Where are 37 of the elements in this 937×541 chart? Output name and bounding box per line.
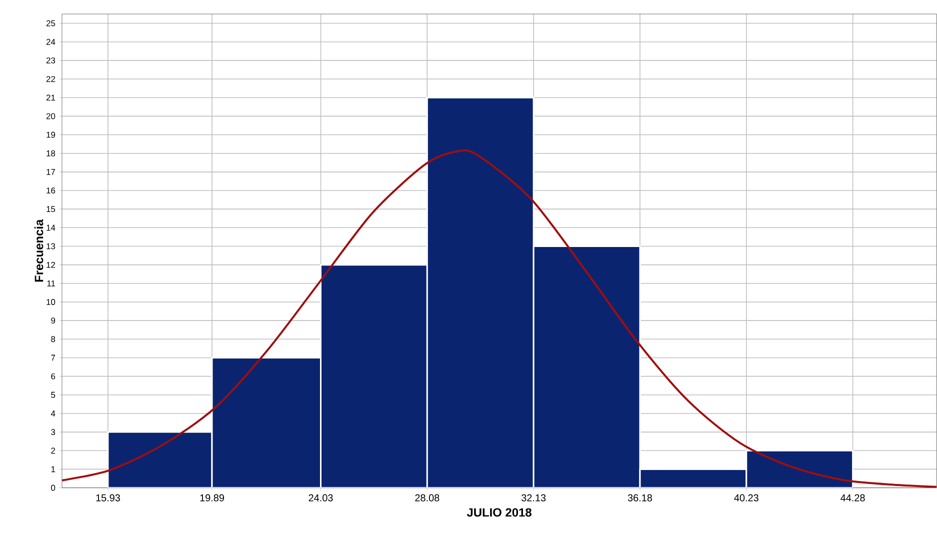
y-tick-label: 25 — [46, 20, 56, 26]
x-tick-label: 44.28 — [840, 494, 865, 502]
y-tick-label: 22 — [46, 76, 56, 82]
y-tick-label: 6 — [51, 373, 56, 380]
y-tick-label: 9 — [51, 318, 56, 324]
y-tick-label: 8 — [51, 336, 56, 342]
y-tick-label: 1 — [51, 466, 56, 472]
y-tick-label: 10 — [46, 299, 56, 306]
y-tick-label: 21 — [46, 94, 56, 101]
y-tick-label: 11 — [47, 280, 56, 286]
y-tick-label: 12 — [46, 262, 56, 268]
line-series — [62, 150, 937, 488]
y-tick-label: 15 — [46, 206, 56, 212]
y-tick-label: 13 — [46, 243, 56, 250]
y-tick-label: 3 — [51, 429, 56, 436]
x-tick-label: 19.89 — [200, 494, 224, 502]
y-tick-label: 23 — [46, 58, 56, 64]
y-tick-label: 24 — [46, 39, 56, 45]
y-tick-label: 14 — [46, 224, 56, 231]
y-tick-label: 16 — [46, 188, 56, 194]
x-tick-label: 15.93 — [96, 494, 120, 502]
y-tick-label: 5 — [51, 392, 56, 398]
y-tick-label: 19 — [46, 132, 56, 138]
y-tick-label: 0 — [51, 484, 56, 491]
y-tick-label: 20 — [46, 113, 56, 120]
x-tick-label: 28.08 — [415, 494, 440, 502]
x-tick-label: 32.13 — [521, 494, 546, 502]
y-tick-label: 7 — [51, 354, 56, 361]
y-tick-label: 2 — [51, 448, 56, 454]
y-tick-label: 4 — [50, 410, 56, 416]
y-axis-title: Frecuencia — [34, 219, 44, 282]
y-tick-label: 17 — [46, 169, 56, 175]
x-tick-label: 40.23 — [734, 494, 758, 502]
x-tick-label: 24.03 — [308, 494, 333, 502]
y-tick-label: 18 — [46, 150, 56, 156]
x-tick-label: 36.18 — [628, 494, 652, 502]
x-axis-title: JULIO 2018 — [466, 508, 532, 517]
